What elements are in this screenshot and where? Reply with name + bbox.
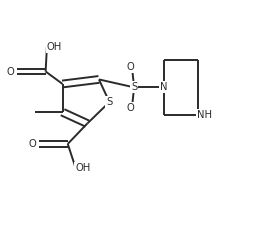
Text: S: S — [106, 97, 113, 107]
Text: OH: OH — [75, 163, 90, 173]
Text: O: O — [29, 139, 37, 149]
Text: O: O — [7, 66, 14, 76]
Text: OH: OH — [47, 42, 62, 52]
Text: O: O — [126, 103, 134, 113]
Text: S: S — [131, 82, 137, 92]
Text: N: N — [160, 82, 168, 92]
Text: O: O — [126, 62, 134, 72]
Text: NH: NH — [197, 109, 212, 120]
